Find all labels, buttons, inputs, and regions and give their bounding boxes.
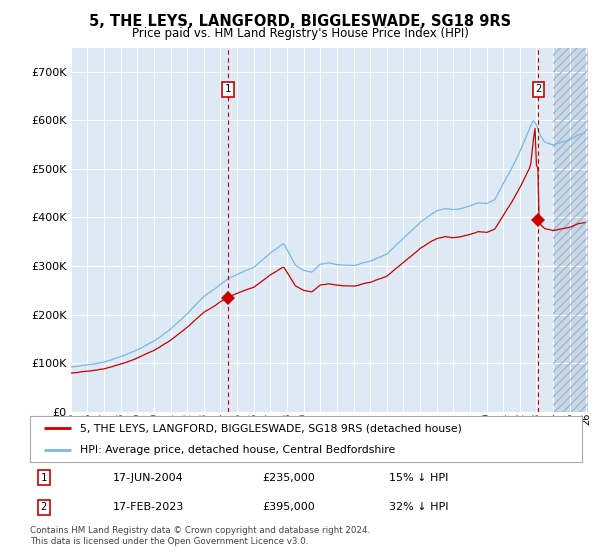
Text: 5, THE LEYS, LANGFORD, BIGGLESWADE, SG18 9RS: 5, THE LEYS, LANGFORD, BIGGLESWADE, SG18… bbox=[89, 14, 511, 29]
Text: HPI: Average price, detached house, Central Bedfordshire: HPI: Average price, detached house, Cent… bbox=[80, 445, 395, 455]
Text: 1: 1 bbox=[41, 473, 47, 483]
Text: 17-JUN-2004: 17-JUN-2004 bbox=[113, 473, 184, 483]
Text: 5, THE LEYS, LANGFORD, BIGGLESWADE, SG18 9RS (detached house): 5, THE LEYS, LANGFORD, BIGGLESWADE, SG18… bbox=[80, 423, 461, 433]
Bar bbox=[553, 48, 588, 412]
Text: Contains HM Land Registry data © Crown copyright and database right 2024.
This d: Contains HM Land Registry data © Crown c… bbox=[30, 526, 370, 546]
Text: Price paid vs. HM Land Registry's House Price Index (HPI): Price paid vs. HM Land Registry's House … bbox=[131, 27, 469, 40]
Text: 15% ↓ HPI: 15% ↓ HPI bbox=[389, 473, 448, 483]
Text: 1: 1 bbox=[225, 85, 231, 95]
Text: 17-FEB-2023: 17-FEB-2023 bbox=[113, 502, 184, 512]
Text: £395,000: £395,000 bbox=[262, 502, 314, 512]
Text: 32% ↓ HPI: 32% ↓ HPI bbox=[389, 502, 448, 512]
Bar bbox=[553, 48, 588, 412]
Text: 2: 2 bbox=[41, 502, 47, 512]
Text: £235,000: £235,000 bbox=[262, 473, 314, 483]
Text: 2: 2 bbox=[535, 85, 542, 95]
